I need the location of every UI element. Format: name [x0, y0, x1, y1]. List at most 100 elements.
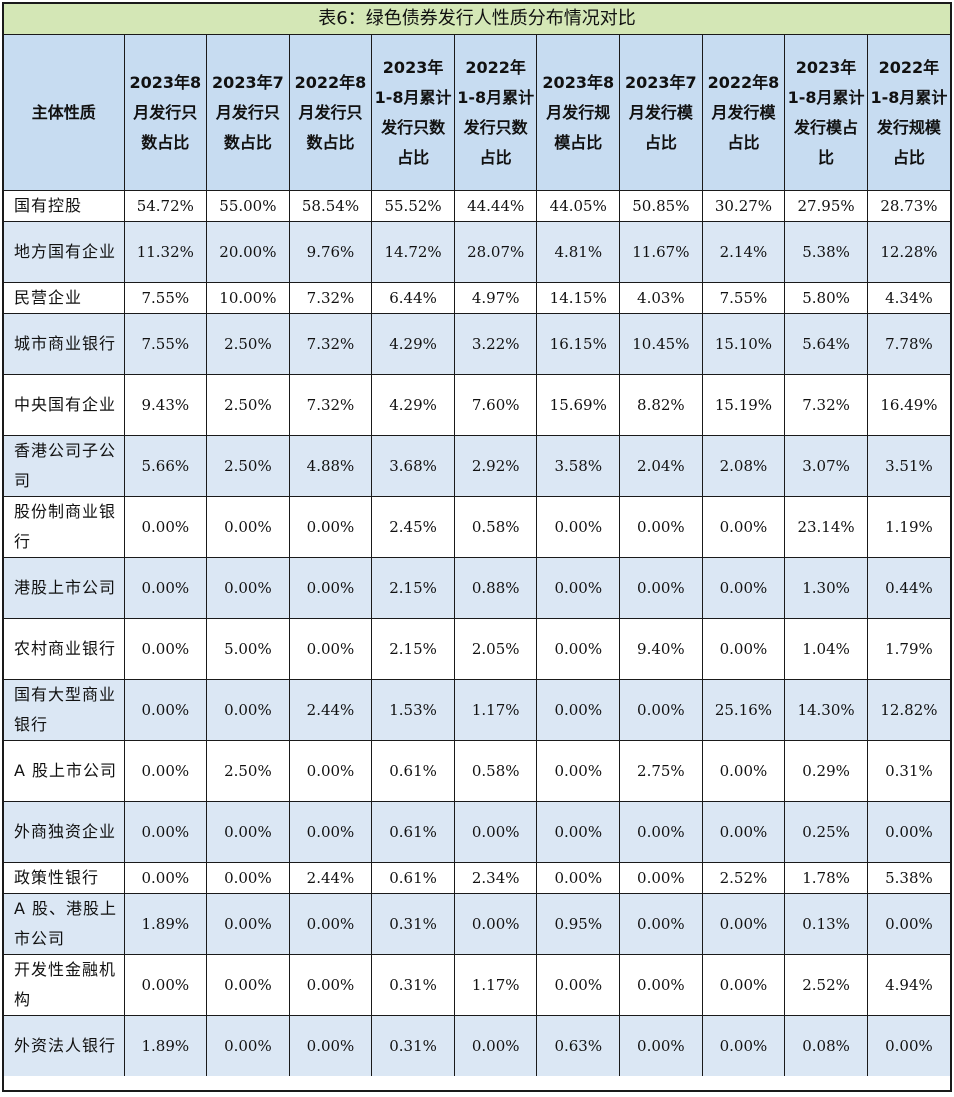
header-row: 主体性质 2023年8月发行只数占比 2023年7月发行只数占比 2022年8月…	[4, 35, 950, 191]
table-row: 外商独资企业 0.00% 0.00% 0.00% 0.61% 0.00% 0.00% 0.00…	[4, 801, 950, 863]
table-cell: 0.00%	[701, 557, 786, 619]
table-cell: 0.00%	[206, 801, 290, 863]
row-label: A 股上市公司	[4, 740, 125, 802]
table-cell: 9.43%	[123, 374, 208, 436]
table-cell: 3.68%	[371, 435, 455, 497]
table-cell: 0.58%	[453, 740, 538, 802]
row-label: 政策性银行	[4, 862, 125, 894]
table-cell: 0.00%	[123, 618, 208, 680]
table-cell: 2.08%	[701, 435, 786, 497]
table-cell: 2.50%	[206, 740, 290, 802]
table-cell: 0.00%	[288, 801, 373, 863]
table-cell: 0.00%	[123, 679, 208, 741]
row-label: 民营企业	[4, 282, 125, 314]
table-cell: 1.79%	[866, 618, 950, 680]
table-cell: 1.19%	[866, 496, 950, 558]
table-row: 港股上市公司 0.00% 0.00% 0.00% 2.15% 0.88% 0.00% 0.00…	[4, 557, 950, 619]
table-row: 股份制商业银行 0.00% 0.00% 0.00% 2.45% 0.58% 0.00% 0.0…	[4, 496, 950, 558]
table-cell: 11.32%	[123, 221, 208, 283]
table-cell: 0.00%	[206, 557, 290, 619]
table-cell: 7.55%	[701, 282, 786, 314]
table-cell: 2.52%	[784, 954, 868, 1016]
table-cell: 0.61%	[371, 862, 455, 894]
table-cell: 9.76%	[288, 221, 373, 283]
table-cell: 0.58%	[453, 496, 538, 558]
table-cell: 12.28%	[866, 221, 950, 283]
row-label: 股份制商业银行	[4, 496, 125, 558]
table-cell: 5.64%	[784, 313, 868, 375]
table-cell: 0.00%	[701, 1015, 786, 1076]
table-cell: 0.00%	[536, 557, 621, 619]
table-cell: 2.15%	[371, 557, 455, 619]
table-row: 地方国有企业 11.32% 20.00% 9.76% 14.72% 28.07% 4.81%…	[4, 221, 950, 283]
table-cell: 0.00%	[123, 740, 208, 802]
table-cell: 0.61%	[371, 740, 455, 802]
row-label: 开发性金融机构	[4, 954, 125, 1016]
table-cell: 0.00%	[288, 1015, 373, 1076]
table-cell: 0.08%	[784, 1015, 868, 1076]
table-cell: 2.15%	[371, 618, 455, 680]
table-cell: 3.07%	[784, 435, 868, 497]
table-cell: 0.00%	[619, 893, 703, 955]
column-header: 2022年1-8月累计发行规模占比	[866, 35, 950, 191]
table-cell: 1.89%	[123, 1015, 208, 1076]
table-cell: 6.44%	[371, 282, 455, 314]
table-cell: 4.88%	[288, 435, 373, 497]
row-label: 外资法人银行	[4, 1015, 125, 1076]
table-cell: 0.00%	[123, 801, 208, 863]
table-cell: 0.95%	[536, 893, 621, 955]
table-cell: 0.00%	[123, 954, 208, 1016]
table-cell: 7.32%	[288, 374, 373, 436]
table-cell: 0.00%	[123, 862, 208, 894]
table-cell: 1.53%	[371, 679, 455, 741]
table-cell: 1.30%	[784, 557, 868, 619]
table-cell: 2.44%	[288, 679, 373, 741]
column-header: 2023年8月发行只数占比	[123, 35, 208, 191]
table-cell: 2.92%	[453, 435, 538, 497]
table-cell: 0.00%	[453, 893, 538, 955]
table-cell: 7.32%	[784, 374, 868, 436]
table-cell: 0.00%	[619, 496, 703, 558]
table-cell: 2.14%	[701, 221, 786, 283]
table-cell: 0.00%	[701, 496, 786, 558]
table-cell: 0.00%	[536, 496, 621, 558]
table-cell: 30.27%	[701, 190, 786, 222]
table-cell: 1.89%	[123, 893, 208, 955]
table-cell: 0.00%	[536, 679, 621, 741]
row-label: 外商独资企业	[4, 801, 125, 863]
table-cell: 0.25%	[784, 801, 868, 863]
table-cell: 0.00%	[288, 557, 373, 619]
table-cell: 2.75%	[619, 740, 703, 802]
table-row: 城市商业银行 7.55% 2.50% 7.32% 4.29% 3.22% 16.15% 10.…	[4, 313, 950, 375]
table-cell: 9.40%	[619, 618, 703, 680]
table-row: 农村商业银行 0.00% 5.00% 0.00% 2.15% 2.05% 0.00% 9.40…	[4, 618, 950, 680]
column-header: 2023年1-8月累计发行模占比	[784, 35, 868, 191]
table-cell: 15.19%	[701, 374, 786, 436]
table-cell: 2.44%	[288, 862, 373, 894]
table-cell: 0.31%	[866, 740, 950, 802]
table-cell: 0.00%	[206, 954, 290, 1016]
table-cell: 0.31%	[371, 1015, 455, 1076]
table-cell: 0.00%	[701, 954, 786, 1016]
table-cell: 50.85%	[619, 190, 703, 222]
table-row: 开发性金融机构 0.00% 0.00% 0.00% 0.31% 1.17% 0.00% 0.0…	[4, 954, 950, 1016]
table-cell: 5.38%	[784, 221, 868, 283]
table-cell: 0.13%	[784, 893, 868, 955]
table-cell: 0.63%	[536, 1015, 621, 1076]
table-cell: 11.67%	[619, 221, 703, 283]
table-cell: 2.34%	[453, 862, 538, 894]
table-cell: 7.55%	[123, 282, 208, 314]
table-cell: 16.49%	[866, 374, 950, 436]
table-cell: 58.54%	[288, 190, 373, 222]
table-cell: 0.00%	[619, 557, 703, 619]
table-cell: 0.00%	[288, 618, 373, 680]
table-row: 政策性银行 0.00% 0.00% 2.44% 0.61% 2.34% 0.00% 0.00%…	[4, 862, 950, 894]
table-cell: 5.66%	[123, 435, 208, 497]
row-label: 农村商业银行	[4, 618, 125, 680]
row-label: 国有大型商业银行	[4, 679, 125, 741]
table-cell: 55.00%	[206, 190, 290, 222]
table-cell: 5.38%	[866, 862, 950, 894]
table-cell: 0.00%	[701, 801, 786, 863]
table-row: 国有控股 54.72% 55.00% 58.54% 55.52% 44.44% 44.05%…	[4, 190, 950, 222]
